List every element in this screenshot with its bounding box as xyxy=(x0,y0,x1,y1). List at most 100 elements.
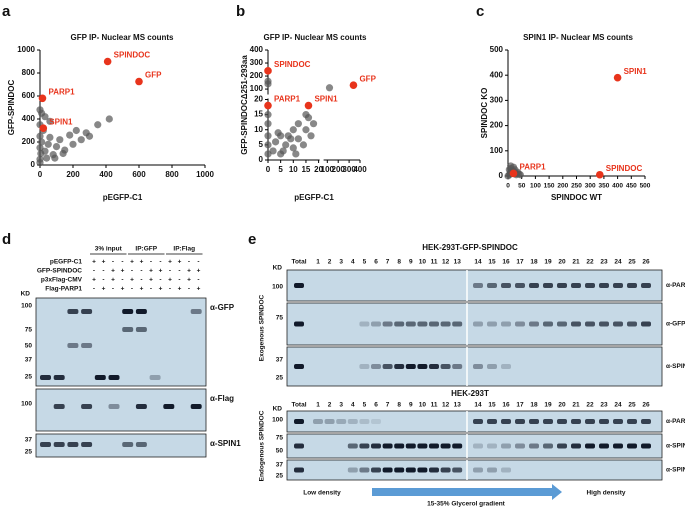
lane-label: 18 xyxy=(530,259,538,266)
data-point xyxy=(279,147,287,155)
group-header: 3% input xyxy=(95,246,123,253)
data-point xyxy=(38,138,46,146)
antibody-label: α-SPINDOC xyxy=(666,443,685,450)
data-point xyxy=(77,136,85,144)
row-label: Flag-PARP1 xyxy=(45,286,82,293)
blot-band xyxy=(53,442,65,447)
blot-band xyxy=(359,364,370,369)
blot-band xyxy=(452,443,463,449)
blot-band xyxy=(557,283,567,288)
y-axis-label: GFP-SPINDOCΔ251-293aa xyxy=(240,55,249,155)
lane-label: 9 xyxy=(409,402,413,409)
lane-label: 7 xyxy=(386,259,390,266)
lane-label: 13 xyxy=(454,402,462,409)
blot-band xyxy=(53,375,65,380)
blot-band xyxy=(336,419,347,424)
blot-band xyxy=(371,443,381,449)
blot-band xyxy=(515,283,525,288)
highlight-point xyxy=(135,77,143,86)
blot-band xyxy=(487,467,497,473)
point-label: PARP1 xyxy=(48,87,75,96)
row-label: pEGFP-C1 xyxy=(50,259,83,266)
blot-band xyxy=(359,443,370,449)
blot-band xyxy=(452,364,463,369)
y-tick-label: 10 xyxy=(254,125,263,134)
gradient-label: 15-35% Glycerol gradient xyxy=(427,501,506,508)
blot-band xyxy=(487,364,497,369)
lane-label: 19 xyxy=(544,402,552,409)
lane-label: 14 xyxy=(474,402,482,409)
blot-band xyxy=(324,419,335,424)
lane-label: 26 xyxy=(642,259,650,266)
sign: + xyxy=(121,286,125,293)
y-tick-label: 200 xyxy=(490,121,504,130)
blot-band xyxy=(371,364,381,369)
lane-label: 18 xyxy=(530,402,538,409)
blot-band xyxy=(429,321,439,327)
sign: - xyxy=(169,268,171,275)
blot-band xyxy=(294,364,304,369)
sign: + xyxy=(140,286,144,293)
x-tick-label: 5 xyxy=(278,165,283,174)
blot-band xyxy=(487,283,497,288)
lane-label: 26 xyxy=(642,402,650,409)
sign: - xyxy=(121,259,123,266)
point-label: PARP1 xyxy=(274,95,301,104)
blot-band xyxy=(599,321,609,327)
lane-label: 12 xyxy=(442,402,450,409)
data-point xyxy=(66,131,74,139)
data-point xyxy=(325,84,334,92)
lane-label: 23 xyxy=(600,402,608,409)
data-point xyxy=(94,121,102,129)
lane-label: 2 xyxy=(328,259,332,266)
blot-band xyxy=(149,375,161,380)
blot-band xyxy=(108,375,120,380)
sign: + xyxy=(178,259,182,266)
gradient-arrow xyxy=(372,484,562,500)
antibody-label: α-SPIN1 xyxy=(210,439,241,448)
lane-label: 20 xyxy=(558,402,566,409)
lane-label: 24 xyxy=(614,259,622,266)
lane-label: 17 xyxy=(516,259,524,266)
point-label: GFP xyxy=(359,74,376,83)
blot-band xyxy=(122,327,134,332)
lane-label: 7 xyxy=(386,402,390,409)
blot-band xyxy=(473,321,483,327)
side-label: Endogenous SPINDOC xyxy=(259,410,266,481)
sign: - xyxy=(197,277,199,284)
sign: + xyxy=(121,268,125,275)
sign: - xyxy=(188,259,190,266)
blot-band xyxy=(135,404,147,409)
data-point xyxy=(264,80,272,88)
x-tick-label: 150 xyxy=(544,183,555,190)
sign: + xyxy=(178,286,182,293)
panel-letter: b xyxy=(236,3,245,20)
blot-band xyxy=(543,419,553,424)
antibody-label: α-SPIN1 xyxy=(666,467,685,474)
blot-band xyxy=(440,467,451,473)
blot-band xyxy=(53,404,65,409)
blot-band xyxy=(294,419,304,424)
data-point xyxy=(59,149,67,158)
blot xyxy=(286,346,663,387)
x-axis-label: pEGFP-C1 xyxy=(103,193,143,202)
kd-marker: 37 xyxy=(25,357,33,364)
data-point xyxy=(264,120,272,128)
kd-marker: 25 xyxy=(276,375,284,382)
point-label: PARP1 xyxy=(519,163,546,172)
axis-break xyxy=(319,158,324,162)
blot-band xyxy=(627,283,637,288)
sign: - xyxy=(121,277,123,284)
kd-marker: 25 xyxy=(25,449,33,456)
blot-band xyxy=(371,419,381,424)
blot-band xyxy=(108,404,120,409)
blot-band xyxy=(501,467,511,473)
kd-marker: 75 xyxy=(276,315,284,322)
blot-band xyxy=(641,283,651,288)
data-point xyxy=(51,154,59,162)
blot-band xyxy=(347,467,358,473)
blot-band xyxy=(641,321,651,327)
y-tick-label: 15 xyxy=(254,110,263,119)
blot-band xyxy=(429,443,439,449)
lane-label: 25 xyxy=(628,259,636,266)
